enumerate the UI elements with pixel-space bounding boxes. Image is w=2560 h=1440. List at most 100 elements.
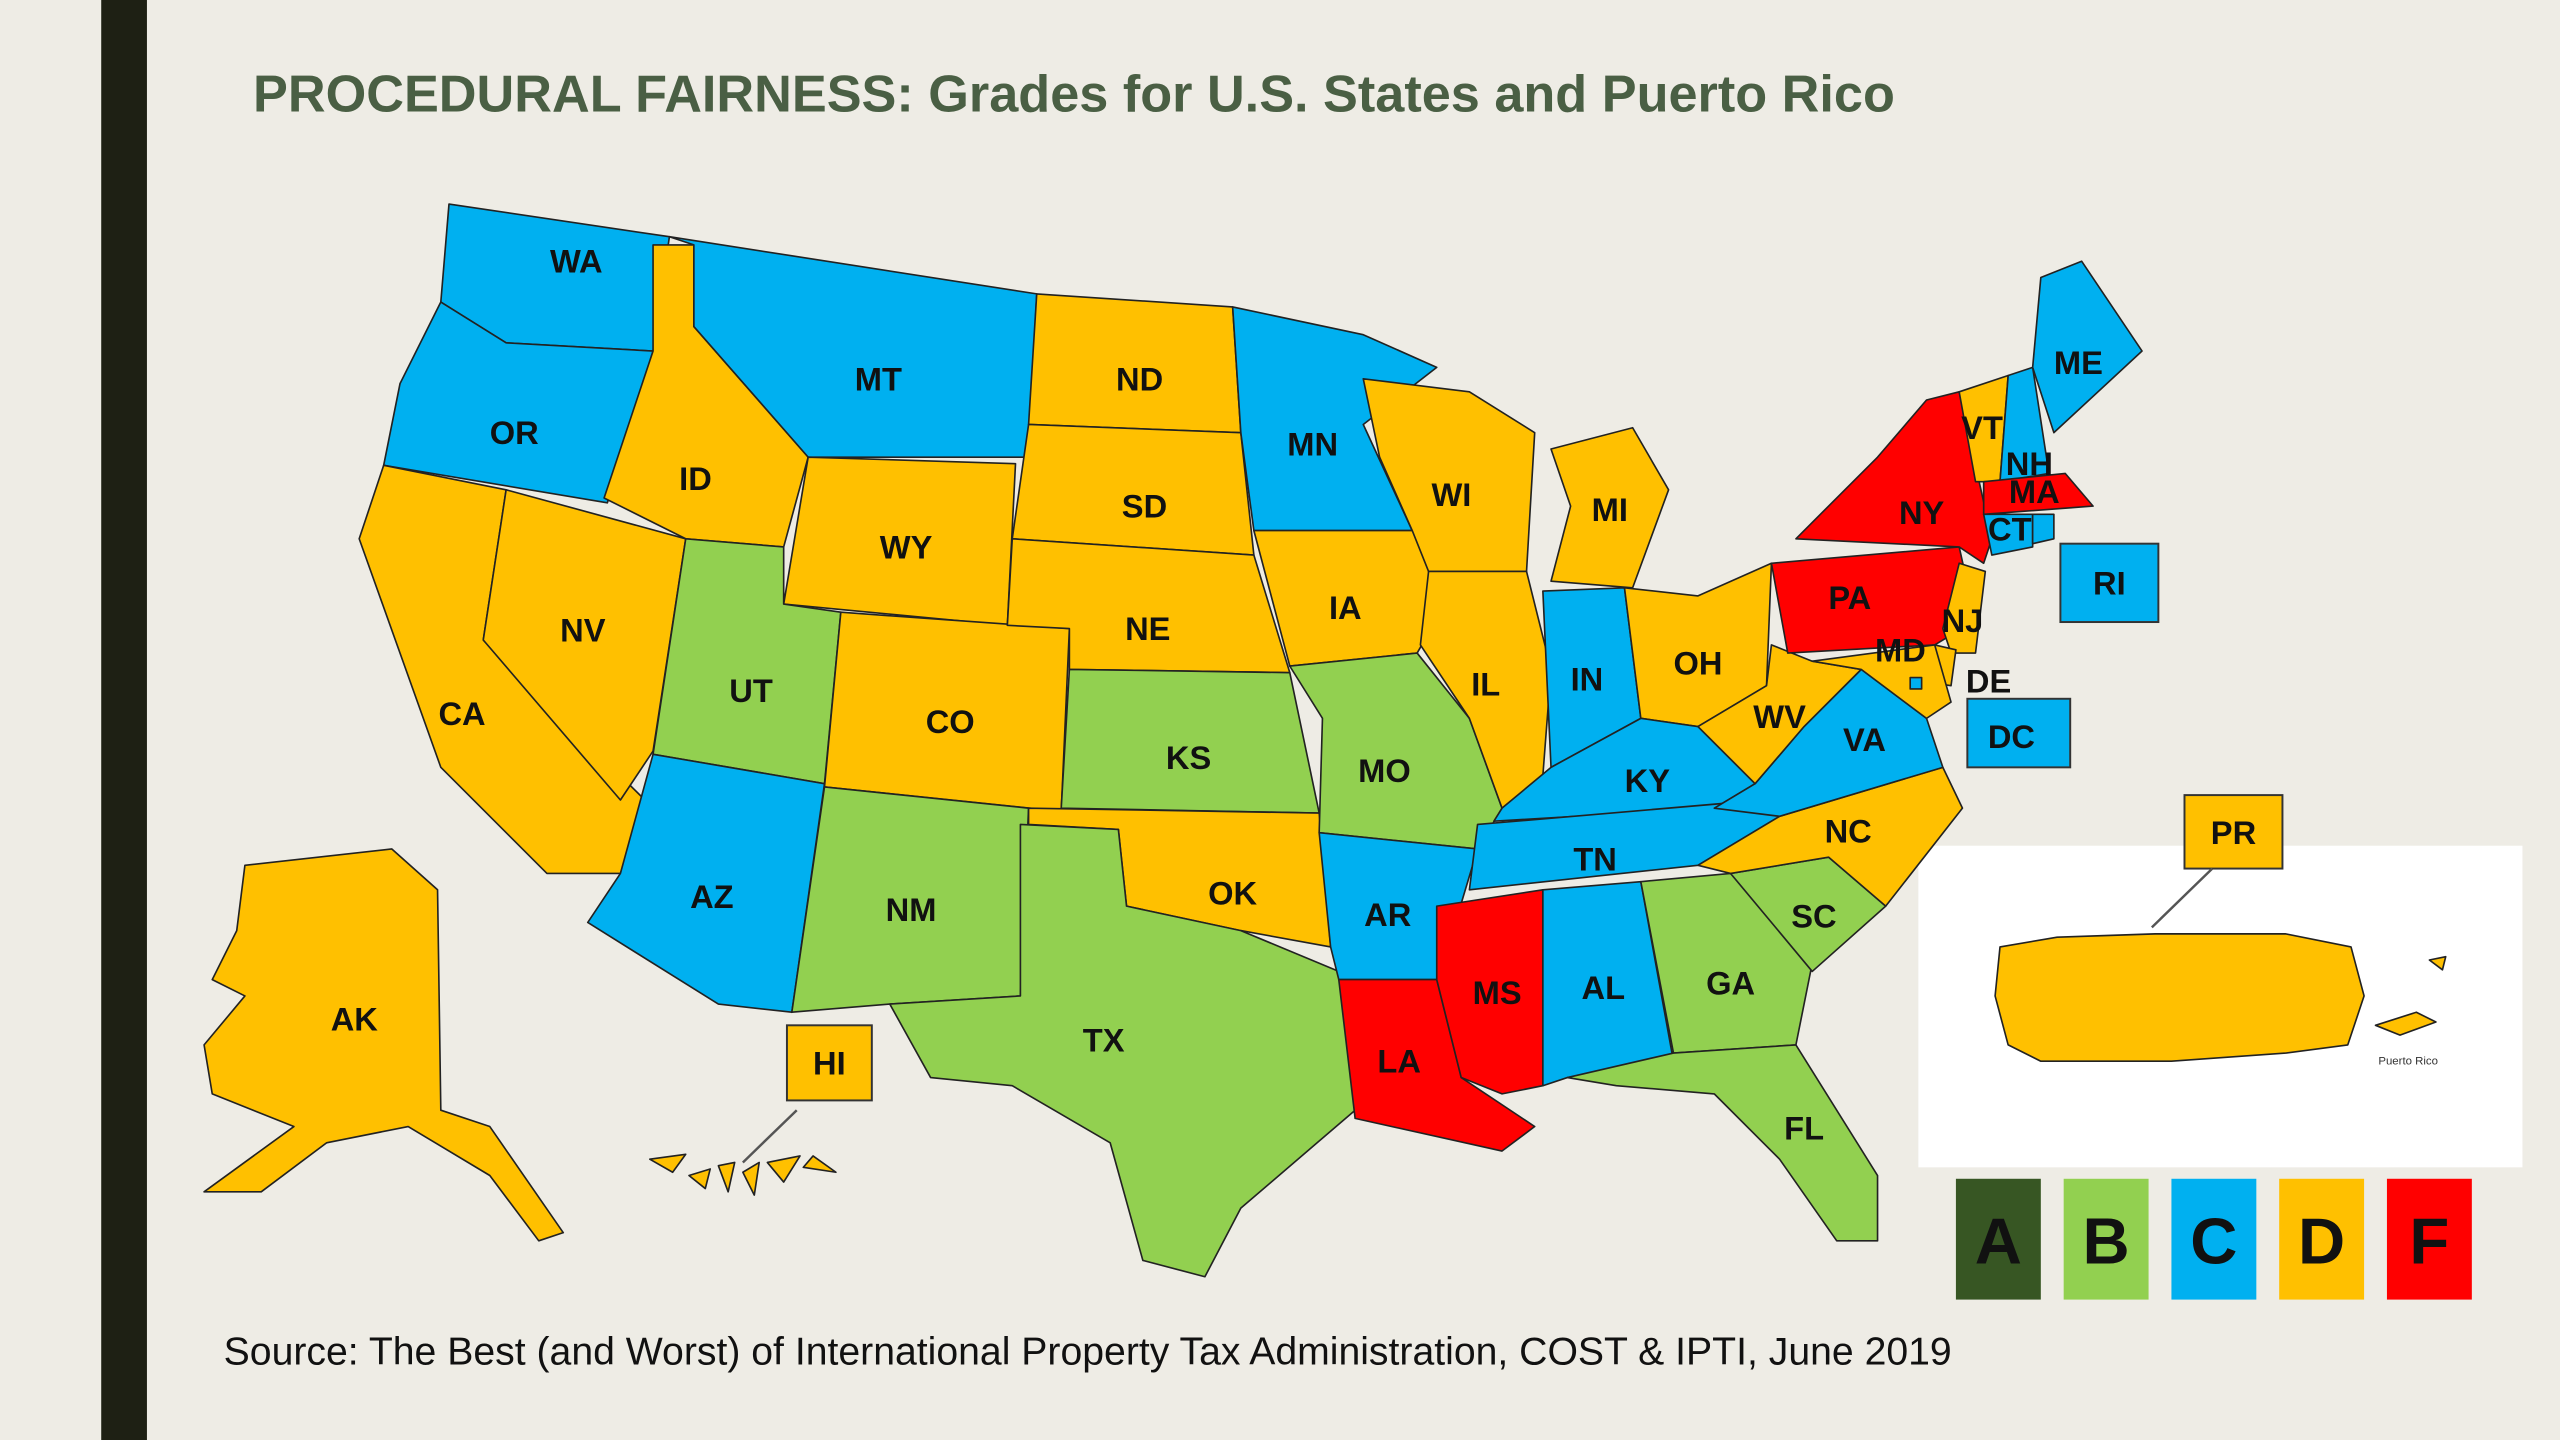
state-label: WY bbox=[880, 528, 933, 565]
state-label: ID bbox=[679, 460, 712, 497]
state-label: MA bbox=[2009, 473, 2060, 510]
state-label: AZ bbox=[690, 878, 734, 915]
state-label: NH bbox=[2006, 445, 2053, 482]
pr-arrow bbox=[2150, 867, 2214, 929]
state-label: NJ bbox=[1942, 602, 1984, 639]
state-shape bbox=[1909, 676, 1923, 690]
legend-swatch bbox=[1955, 1178, 2041, 1300]
state-label: KY bbox=[1625, 762, 1671, 799]
label-box bbox=[2059, 542, 2160, 624]
state-shape bbox=[1982, 513, 2034, 556]
legend-swatch bbox=[2063, 1178, 2149, 1300]
state-label: AR bbox=[1364, 896, 1411, 933]
inset-caption: Puerto Rico bbox=[2378, 1055, 2438, 1067]
state-label: DE bbox=[1966, 662, 2011, 699]
state-shape bbox=[1550, 426, 1670, 589]
legend-label: A bbox=[1975, 1204, 2022, 1277]
state-shape bbox=[742, 1161, 761, 1196]
state-shape bbox=[888, 823, 1356, 1278]
state-label: MN bbox=[1287, 426, 1338, 463]
state-label: CO bbox=[926, 703, 975, 740]
state-label: ND bbox=[1116, 360, 1163, 397]
state-shape bbox=[586, 753, 826, 1014]
hi-arrow bbox=[742, 1109, 798, 1164]
state-label: PA bbox=[1828, 579, 1871, 616]
state-label: SC bbox=[1791, 897, 1836, 934]
label-box bbox=[785, 1024, 873, 1102]
state-label: IA bbox=[1329, 589, 1362, 626]
state-label: MI bbox=[1592, 491, 1628, 528]
state-shape bbox=[2374, 1011, 2437, 1036]
state-shape bbox=[1811, 644, 1952, 720]
state-label: PR bbox=[2211, 814, 2256, 851]
state-label: OR bbox=[490, 414, 539, 451]
legend-label: C bbox=[2190, 1204, 2237, 1277]
state-label: GA bbox=[1706, 964, 1755, 1001]
state-label: HI bbox=[813, 1044, 846, 1081]
state-label: WV bbox=[1753, 698, 1806, 735]
state-label: SD bbox=[1122, 488, 1167, 525]
state-label: IN bbox=[1571, 661, 1604, 698]
legend-label: D bbox=[2298, 1204, 2345, 1277]
state-shape bbox=[688, 1168, 712, 1190]
state-label: UT bbox=[729, 672, 773, 709]
title: PROCEDURAL FAIRNESS: Grades for U.S. Sta… bbox=[253, 66, 1895, 124]
state-label: NY bbox=[1899, 494, 1945, 531]
state-label: WA bbox=[550, 243, 603, 280]
label-box bbox=[2183, 794, 2284, 870]
state-shape bbox=[717, 1161, 736, 1193]
legend-swatch bbox=[2386, 1178, 2472, 1300]
state-shape bbox=[648, 1153, 687, 1174]
state-label: OK bbox=[1208, 875, 1257, 912]
state-label: LA bbox=[1377, 1043, 1421, 1080]
state-label: DC bbox=[1988, 718, 2035, 755]
state-shape bbox=[766, 1155, 801, 1183]
state-shape bbox=[1982, 472, 2094, 516]
state-shape bbox=[1994, 933, 2365, 1063]
state-label: OH bbox=[1673, 644, 1722, 681]
legend-label: F bbox=[2409, 1204, 2449, 1277]
state-label: FL bbox=[1784, 1110, 1824, 1147]
state-label: NC bbox=[1825, 813, 1872, 850]
state-shape bbox=[802, 1155, 837, 1174]
state-label: NE bbox=[1125, 610, 1170, 647]
state-shape bbox=[203, 848, 565, 1242]
side-bar bbox=[101, 0, 147, 1440]
state-label: AL bbox=[1582, 969, 1626, 1006]
state-label: IL bbox=[1471, 666, 1500, 703]
state-label: VT bbox=[1961, 409, 2003, 446]
state-shape bbox=[2031, 513, 2055, 545]
state-label: NM bbox=[886, 891, 937, 928]
state-label: RI bbox=[2093, 564, 2126, 601]
label-box bbox=[1966, 697, 2072, 769]
state-shape bbox=[1942, 562, 1987, 654]
state-shape bbox=[1231, 306, 1438, 532]
state-shape bbox=[482, 488, 687, 801]
state-label: MS bbox=[1473, 974, 1522, 1011]
state-label: MT bbox=[855, 360, 902, 397]
state-label: TX bbox=[1083, 1021, 1125, 1058]
state-shape bbox=[2428, 955, 2447, 971]
state-label: NV bbox=[560, 612, 606, 649]
state-label: WI bbox=[1431, 476, 1471, 513]
source: Source: The Best (and Worst) of Internat… bbox=[224, 1330, 1952, 1373]
state-shape bbox=[382, 301, 654, 504]
state-shape bbox=[2031, 260, 2143, 434]
state-label: KS bbox=[1166, 739, 1211, 776]
state-label: MO bbox=[1358, 752, 1411, 789]
state-shape bbox=[1566, 1044, 1879, 1242]
state-label: ME bbox=[2054, 344, 2103, 381]
state-label: CA bbox=[438, 695, 485, 732]
state-label: CT bbox=[1988, 510, 2032, 547]
state-shape bbox=[1999, 366, 2050, 483]
legend-label: B bbox=[2083, 1204, 2130, 1277]
state-label: VA bbox=[1843, 721, 1886, 758]
legend-swatch bbox=[2279, 1178, 2365, 1300]
legend-swatch bbox=[2171, 1178, 2257, 1300]
state-label: AK bbox=[331, 1000, 379, 1037]
state-label: MD bbox=[1875, 631, 1926, 668]
